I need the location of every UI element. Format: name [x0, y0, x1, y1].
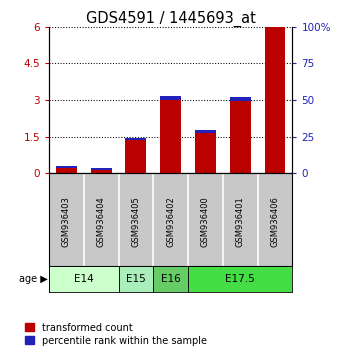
Text: E16: E16: [161, 274, 180, 284]
Bar: [230, 97, 251, 101]
Bar: [265, 20, 285, 27]
Legend: transformed count, percentile rank within the sample: transformed count, percentile rank withi…: [25, 323, 207, 346]
Bar: [230, 101, 251, 173]
Bar: [188, 266, 292, 292]
Text: GSM936405: GSM936405: [131, 196, 140, 247]
Bar: [125, 138, 146, 141]
Bar: [125, 141, 146, 173]
Bar: [56, 166, 77, 168]
Bar: [91, 168, 112, 170]
Bar: [56, 168, 77, 173]
Text: E14: E14: [74, 274, 94, 284]
Bar: [195, 133, 216, 173]
Text: GSM936400: GSM936400: [201, 196, 210, 247]
Text: GSM936406: GSM936406: [270, 196, 280, 247]
Text: GSM936402: GSM936402: [166, 196, 175, 247]
Bar: [265, 27, 285, 173]
Bar: [160, 100, 181, 173]
Bar: [91, 170, 112, 173]
Text: E17.5: E17.5: [225, 274, 255, 284]
Bar: [49, 266, 119, 292]
Bar: [195, 130, 216, 133]
Text: GSM936403: GSM936403: [62, 196, 71, 247]
Text: age ▶: age ▶: [19, 274, 47, 284]
Text: GSM936404: GSM936404: [97, 196, 106, 247]
Bar: [119, 266, 153, 292]
Text: GSM936401: GSM936401: [236, 196, 245, 247]
Bar: [153, 266, 188, 292]
Text: E15: E15: [126, 274, 146, 284]
Title: GDS4591 / 1445693_at: GDS4591 / 1445693_at: [86, 10, 256, 27]
Bar: [160, 96, 181, 100]
